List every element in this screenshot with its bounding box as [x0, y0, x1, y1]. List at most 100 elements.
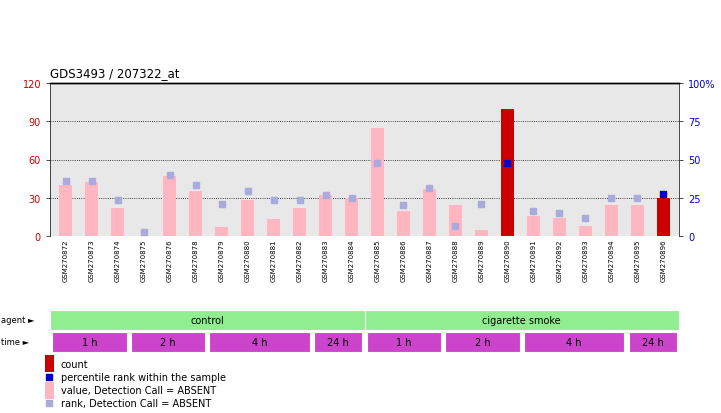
Bar — [553, 218, 566, 236]
Bar — [366, 332, 441, 352]
Point — [424, 185, 435, 191]
Point — [580, 215, 591, 222]
Text: cigarette smoke: cigarette smoke — [482, 315, 561, 325]
Bar — [293, 209, 306, 236]
Text: GSM270889: GSM270889 — [479, 239, 485, 281]
Point — [319, 192, 331, 199]
Text: percentile rank within the sample: percentile rank within the sample — [61, 372, 226, 382]
Text: 4 h: 4 h — [567, 337, 582, 347]
Bar — [85, 183, 98, 236]
Text: 4 h: 4 h — [252, 337, 267, 347]
Text: GSM270882: GSM270882 — [296, 239, 303, 281]
Text: GSM270883: GSM270883 — [322, 239, 329, 281]
Point — [60, 178, 71, 185]
Text: GSM270880: GSM270880 — [244, 239, 250, 281]
Point — [293, 197, 305, 204]
Bar — [163, 177, 176, 236]
Bar — [111, 209, 124, 236]
Text: GSM270884: GSM270884 — [348, 239, 355, 281]
Point — [86, 178, 97, 185]
Point — [606, 195, 617, 202]
Bar — [241, 201, 254, 236]
Point — [502, 161, 513, 167]
Text: rank, Detection Call = ABSENT: rank, Detection Call = ABSENT — [61, 399, 211, 408]
Text: GSM270892: GSM270892 — [557, 239, 562, 281]
Point — [476, 201, 487, 208]
Bar — [59, 185, 72, 236]
Bar — [52, 332, 126, 352]
Text: GSM270885: GSM270885 — [374, 239, 381, 281]
Point — [450, 223, 461, 230]
Text: agent ►: agent ► — [1, 316, 35, 325]
Bar — [475, 230, 488, 236]
Text: GSM270875: GSM270875 — [141, 239, 146, 281]
Bar — [209, 332, 310, 352]
Bar — [524, 332, 624, 352]
Bar — [527, 216, 540, 236]
Bar — [189, 192, 202, 236]
Text: GSM270888: GSM270888 — [453, 239, 459, 281]
Bar — [423, 190, 436, 236]
Point — [346, 195, 358, 202]
Text: GDS3493 / 207322_at: GDS3493 / 207322_at — [50, 66, 180, 80]
Point — [267, 197, 279, 204]
Text: GSM270886: GSM270886 — [400, 239, 407, 281]
Bar — [267, 220, 280, 236]
Point — [216, 201, 227, 208]
Text: GSM270891: GSM270891 — [531, 239, 536, 281]
Text: GSM270872: GSM270872 — [63, 239, 68, 281]
Text: GSM270873: GSM270873 — [89, 239, 94, 281]
Point — [164, 172, 175, 179]
Text: GSM270881: GSM270881 — [270, 239, 277, 281]
Text: GSM270878: GSM270878 — [193, 239, 198, 281]
Point — [554, 210, 565, 217]
Text: 1 h: 1 h — [81, 337, 97, 347]
Text: time ►: time ► — [1, 338, 30, 347]
Bar — [446, 332, 520, 352]
Point — [138, 229, 149, 236]
Text: GSM270894: GSM270894 — [609, 239, 614, 281]
Bar — [449, 206, 462, 236]
Point — [632, 195, 643, 202]
Bar — [215, 228, 228, 236]
Bar — [631, 206, 644, 236]
Point — [658, 191, 669, 198]
Bar — [397, 211, 410, 236]
Bar — [45, 356, 53, 372]
Text: count: count — [61, 359, 89, 369]
Bar — [45, 382, 53, 399]
Bar — [319, 196, 332, 236]
Text: GSM270896: GSM270896 — [660, 239, 666, 281]
Point — [398, 203, 410, 209]
Text: GSM270887: GSM270887 — [427, 239, 433, 281]
Text: GSM270879: GSM270879 — [218, 239, 224, 281]
Bar — [629, 332, 677, 352]
Text: GSM270876: GSM270876 — [167, 239, 172, 281]
Text: 1 h: 1 h — [396, 337, 412, 347]
Bar — [365, 310, 679, 330]
Bar — [605, 206, 618, 236]
Text: GSM270890: GSM270890 — [505, 239, 510, 281]
Bar — [345, 198, 358, 236]
Point — [242, 189, 253, 195]
Text: 24 h: 24 h — [327, 337, 349, 347]
Text: 2 h: 2 h — [474, 337, 490, 347]
Bar — [501, 109, 514, 236]
Point — [372, 161, 384, 167]
Point — [112, 197, 123, 204]
Text: 24 h: 24 h — [642, 337, 663, 347]
Text: value, Detection Call = ABSENT: value, Detection Call = ABSENT — [61, 385, 216, 395]
Bar — [314, 332, 363, 352]
Text: 2 h: 2 h — [160, 337, 176, 347]
Text: control: control — [190, 315, 224, 325]
Point — [528, 208, 539, 214]
Text: GSM270895: GSM270895 — [634, 239, 640, 281]
Text: GSM270874: GSM270874 — [115, 239, 120, 281]
Bar — [657, 198, 670, 236]
Point — [190, 182, 201, 189]
Bar — [579, 226, 592, 236]
Bar — [131, 332, 205, 352]
Bar — [50, 310, 365, 330]
Bar — [371, 128, 384, 236]
Text: GSM270893: GSM270893 — [583, 239, 588, 281]
